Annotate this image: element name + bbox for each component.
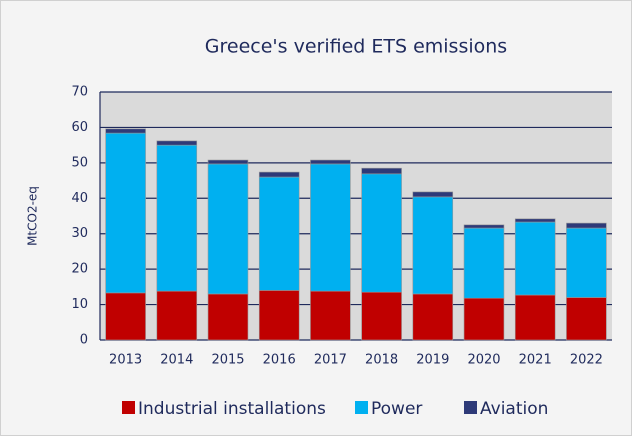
bar-segment xyxy=(514,294,556,341)
y-tick-label: 40 xyxy=(71,191,88,206)
x-tick-label: 2018 xyxy=(365,353,398,368)
bar-segment xyxy=(514,221,556,296)
bar-segment xyxy=(105,128,146,134)
bar-segment xyxy=(105,132,146,294)
bar-segment xyxy=(361,167,402,175)
bar-segment xyxy=(463,227,505,299)
legend-label: Industrial installations xyxy=(138,399,326,419)
bar-segment xyxy=(258,176,300,291)
bar-segment xyxy=(156,140,198,146)
x-tick-label: 2020 xyxy=(467,353,500,368)
y-axis-label: MtCO2-eq xyxy=(26,186,40,246)
bar-segment xyxy=(156,144,198,292)
bar-segment xyxy=(207,163,249,295)
y-tick-label: 50 xyxy=(71,155,88,170)
bar-segment xyxy=(310,159,351,165)
bar-segment xyxy=(361,173,402,293)
x-tick-label: 2022 xyxy=(570,353,603,368)
x-tick-label: 2017 xyxy=(314,353,347,368)
y-tick-label: 30 xyxy=(71,226,88,241)
bar-segment xyxy=(514,218,556,223)
y-tick-label: 0 xyxy=(80,333,88,348)
y-tick-label: 10 xyxy=(71,297,88,312)
bar-segment xyxy=(207,293,249,341)
bar-segment xyxy=(463,297,505,341)
legend-label: Power xyxy=(371,399,422,419)
x-tick-label: 2016 xyxy=(263,353,296,368)
bar-segment xyxy=(207,159,249,165)
y-tick-label: 70 xyxy=(71,85,88,100)
bar-segment xyxy=(412,293,454,341)
legend-label: Aviation xyxy=(480,399,548,419)
bar-segment xyxy=(310,290,351,341)
y-tick-label: 60 xyxy=(71,120,88,135)
y-tick-label: 20 xyxy=(71,262,88,277)
bar-segment xyxy=(566,222,607,229)
legend-swatch xyxy=(464,401,477,414)
bar-segment xyxy=(156,290,198,341)
bar-segment xyxy=(105,292,146,341)
bar-segment xyxy=(258,171,300,178)
bar-segment xyxy=(361,291,402,341)
x-tick-label: 2021 xyxy=(519,353,552,368)
bar-segment xyxy=(412,196,454,295)
bar-segment xyxy=(463,224,505,229)
legend-swatch xyxy=(355,401,368,414)
chart-title: Greece's verified ETS emissions xyxy=(205,36,507,58)
bar-segment xyxy=(310,163,351,292)
x-tick-label: 2015 xyxy=(211,353,244,368)
x-tick-label: 2019 xyxy=(416,353,449,368)
x-tick-label: 2014 xyxy=(160,353,193,368)
bar-segment xyxy=(258,290,300,341)
bar-segment xyxy=(566,297,607,341)
x-tick-label: 2013 xyxy=(109,353,142,368)
bar-segment xyxy=(412,191,454,198)
bar-segment xyxy=(566,227,607,298)
legend-swatch xyxy=(122,401,135,414)
